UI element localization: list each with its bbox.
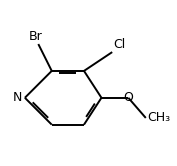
- Text: Cl: Cl: [113, 38, 126, 51]
- Text: Br: Br: [29, 30, 42, 43]
- Text: O: O: [123, 91, 133, 104]
- Text: N: N: [13, 91, 22, 104]
- Text: CH₃: CH₃: [147, 111, 170, 124]
